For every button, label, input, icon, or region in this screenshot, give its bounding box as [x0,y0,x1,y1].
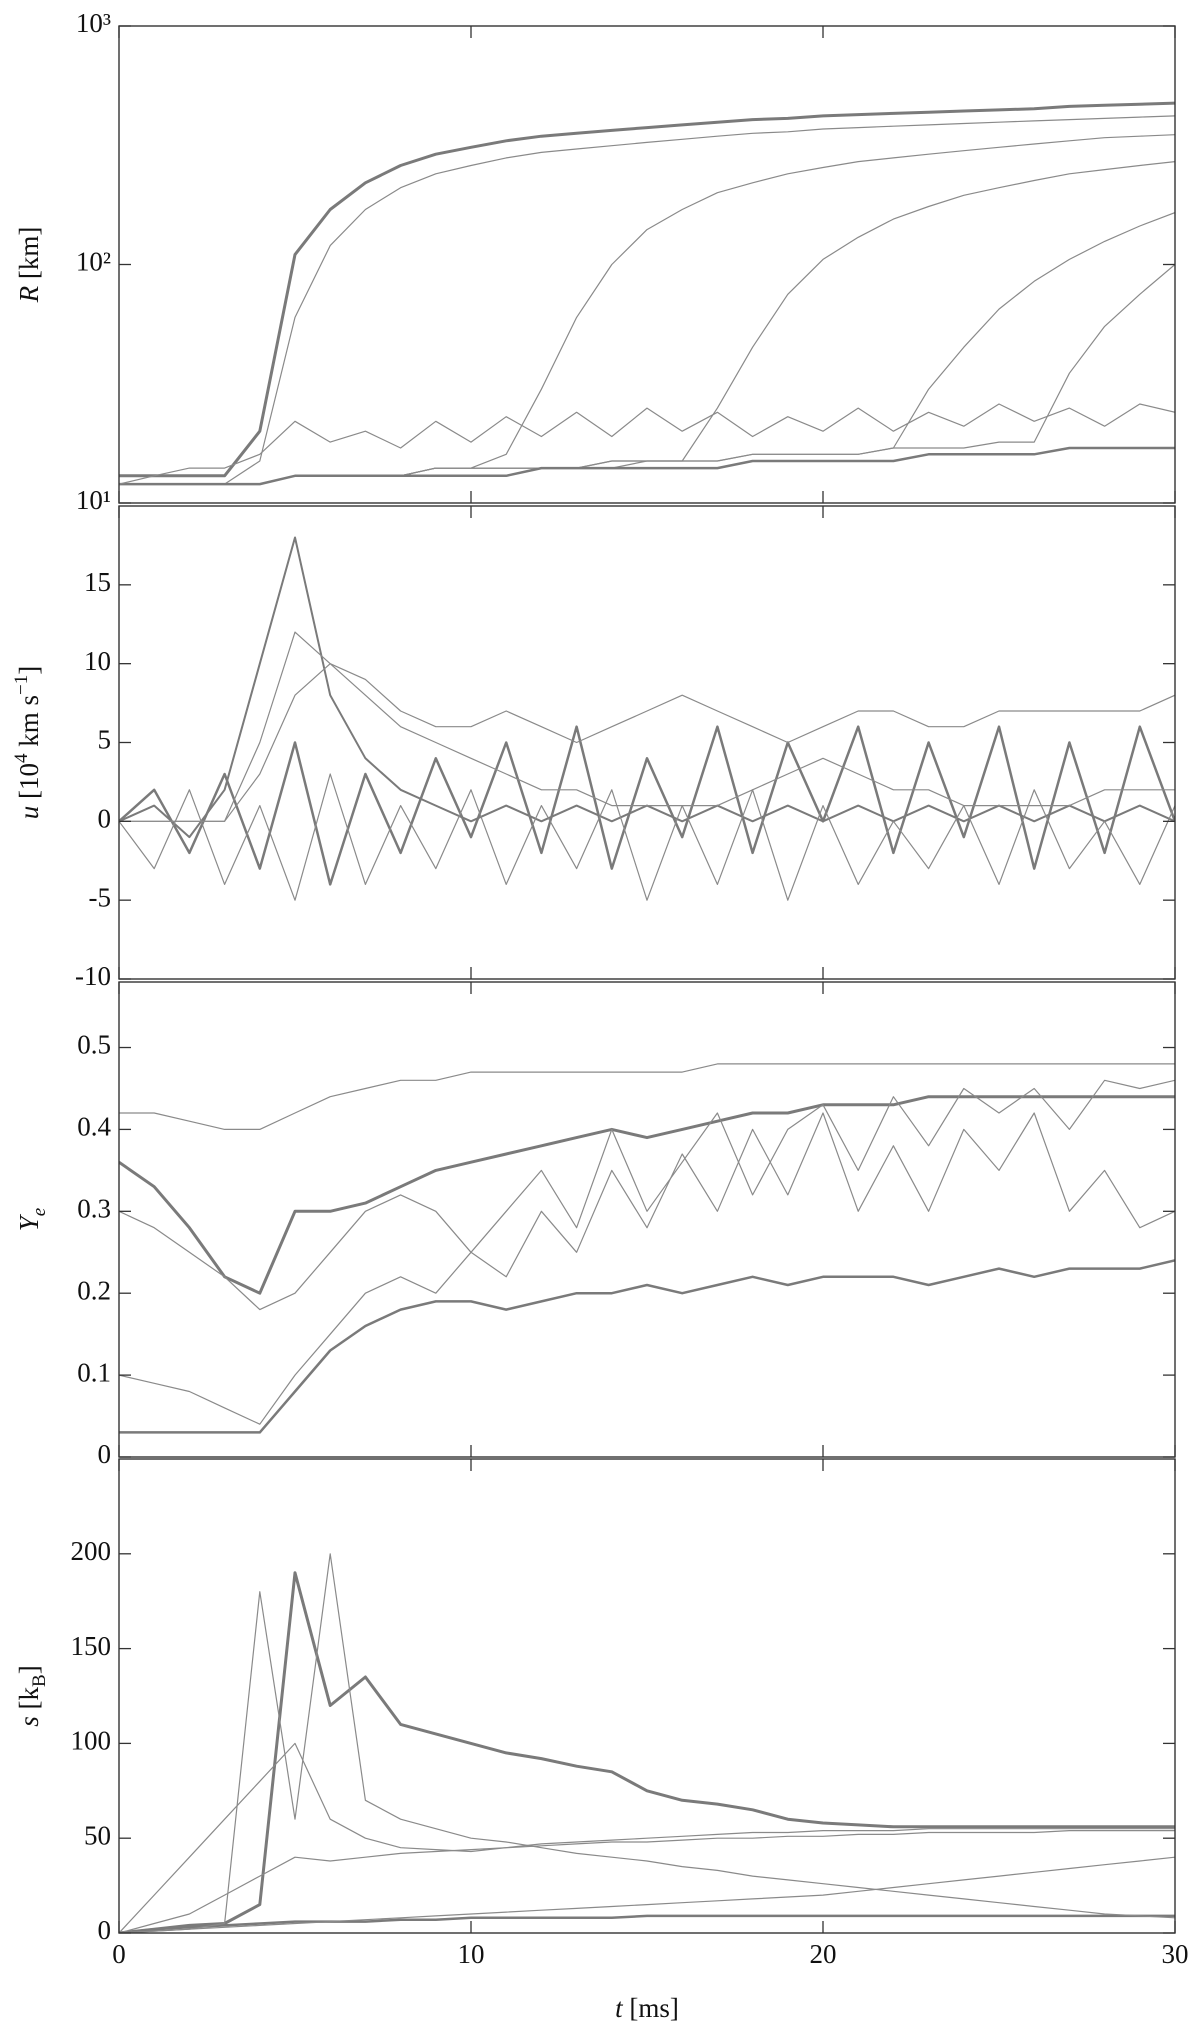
y-axis-label: Ye [14,1208,50,1231]
y-tick-label: 0.1 [77,1357,111,1387]
y-axis-label: u [104 km s−1] [11,666,44,819]
y-tick-label: 0 [98,1439,112,1469]
data-line [119,1914,1175,1933]
plot-area [119,101,1175,486]
axis-label-part: t [615,1993,624,2023]
plot-frame [118,25,1176,504]
data-line [119,773,1175,901]
data-line [119,1079,1175,1311]
data-line [119,446,1175,486]
y-tick-label: 0.2 [77,1275,111,1305]
axis-label-part: ] [14,666,44,675]
axis-label-part: [km] [14,227,44,286]
plot-area [119,536,1175,901]
x-tick-label: 30 [1162,1939,1189,1969]
y-axis-label: s [kB] [14,1665,50,1726]
y-tick-label: 15 [84,567,111,597]
axis-label-part: [k [14,1686,44,1716]
axis-label-part: B [29,1674,50,1687]
plot-area [119,1063,1175,1434]
data-line [119,1259,1175,1434]
y-tick-label: 0.4 [77,1112,111,1142]
axis-label-part: 4 [11,753,32,763]
x-axis-label: t [ms] [615,1993,679,2023]
y-axis-label: R [km] [14,227,44,304]
x-tick-label: 20 [810,1939,837,1969]
data-line [119,115,1175,485]
y-tick-label: 0.5 [77,1030,111,1060]
x-tick-label: 0 [112,1939,126,1969]
plot-area [119,1553,1175,1933]
y-tick-label: 0.3 [77,1194,111,1224]
axis-label-part: [10 [14,763,44,806]
y-tick-label: 10² [76,247,111,277]
data-line [119,1553,1175,1933]
plot-frame [118,505,1176,980]
axis-label-part: ] [14,1665,44,1674]
axis-label-part: −1 [11,675,32,695]
data-line [119,1063,1175,1130]
axis-label-part: s [14,1716,44,1727]
data-line [119,1112,1175,1425]
plot-frame [118,981,1176,1458]
y-tick-label: 150 [71,1631,112,1661]
data-line [119,1856,1175,1933]
data-line [119,631,1175,822]
y-tick-label: 0 [98,804,112,834]
y-tick-label: 0 [98,1915,112,1945]
data-line [119,101,1175,478]
data-line [119,264,1175,485]
data-line [119,161,1175,485]
data-line [119,725,1175,886]
y-tick-label: 10 [84,646,111,676]
y-tick-label: -10 [75,961,111,991]
y-tick-label: 100 [71,1726,112,1756]
data-line [119,134,1175,485]
data-line [119,1571,1175,1933]
y-tick-label: -5 [89,882,112,912]
y-tick-label: 200 [71,1536,112,1566]
y-tick-label: 10³ [76,8,111,38]
axis-label-part: e [29,1208,50,1216]
data-line [119,663,1175,822]
axis-label-part: u [14,806,44,820]
axis-label-part: [ms] [623,1993,679,2023]
data-line [119,1830,1175,1933]
data-line [119,403,1175,485]
y-tick-label: 5 [98,725,112,755]
y-tick-label: 10¹ [76,485,111,515]
axis-label-part: Y [14,1213,44,1231]
plot-frame [118,1458,1176,1934]
data-line [119,1095,1175,1295]
x-tick-label: 10 [458,1939,485,1969]
y-tick-label: 50 [84,1820,111,1850]
axis-label-part: R [14,285,44,303]
data-line [119,1742,1175,1933]
axis-label-part: km s [14,695,44,754]
